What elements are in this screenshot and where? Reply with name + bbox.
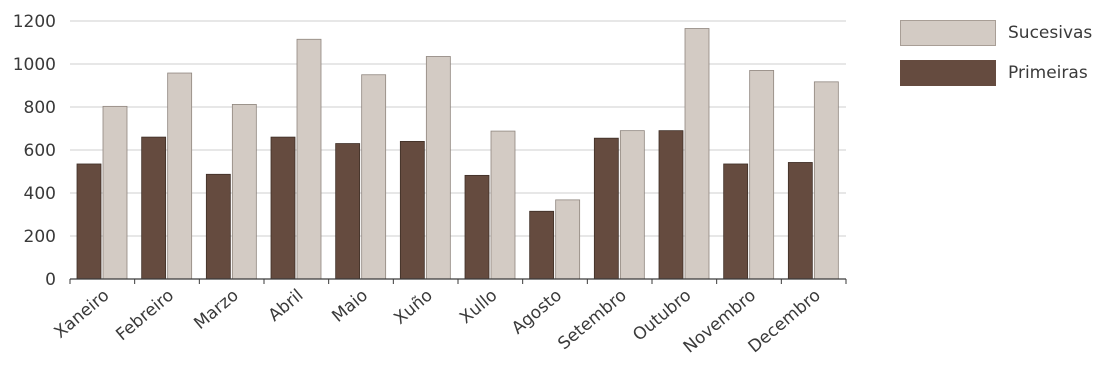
x-tick-label: Decembro [745, 286, 825, 358]
x-tick-label: Xaneiro [51, 286, 114, 343]
x-tick-label: Xuño [390, 286, 436, 329]
bar-primeiras-xaneiro [76, 163, 102, 280]
x-tick-label: Maio [328, 286, 372, 327]
bar-sucesivas-setembro [619, 130, 645, 280]
bar-sucesivas-decembro [813, 81, 839, 280]
y-tick-label: 1200 [13, 12, 56, 32]
bar-sucesivas-xullo [490, 130, 516, 280]
y-tick-label: 800 [24, 98, 56, 118]
bar-sucesivas-maio [361, 74, 387, 280]
bar-primeiras-febreiro [141, 136, 167, 280]
legend-swatch-primeiras [900, 60, 996, 86]
bar-sucesivas-xuño [425, 56, 451, 280]
bar-sucesivas-outubro [684, 28, 710, 280]
y-tick-label: 600 [24, 141, 56, 161]
legend-label-primeiras: Primeiras [1008, 63, 1088, 83]
legend-item-primeiras: Primeiras [900, 59, 1092, 87]
legend: Sucesivas Primeiras [900, 19, 1092, 99]
bar-primeiras-outubro [658, 130, 684, 280]
x-tick-label: Febreiro [112, 286, 178, 346]
bar-sucesivas-xaneiro [102, 105, 128, 280]
bar-primeiras-marzo [205, 173, 231, 280]
x-tick-label: Agosto [508, 286, 566, 339]
bar-sucesivas-marzo [231, 104, 257, 280]
bar-primeiras-novembro [723, 163, 749, 280]
bar-sucesivas-novembro [749, 70, 775, 280]
bar-primeiras-agosto [529, 210, 555, 280]
legend-label-sucesivas: Sucesivas [1008, 23, 1093, 43]
bar-sucesivas-agosto [555, 199, 581, 280]
bar-primeiras-maio [335, 143, 361, 280]
bar-primeiras-xullo [464, 174, 490, 280]
bar-primeiras-abril [270, 136, 296, 280]
bar-primeiras-setembro [593, 137, 619, 280]
legend-swatch-sucesivas [900, 20, 996, 46]
bar-primeiras-xuño [399, 140, 425, 280]
x-tick-label: Abril [265, 286, 308, 326]
y-tick-label: 1000 [13, 55, 56, 75]
y-tick-label: 0 [45, 270, 56, 290]
x-tick-label: Xullo [456, 286, 501, 328]
x-tick-label: Marzo [190, 286, 242, 334]
bar-primeiras-decembro [787, 162, 813, 280]
legend-item-sucesivas: Sucesivas [900, 19, 1092, 47]
bar-sucesivas-febreiro [167, 72, 193, 280]
x-tick-label: Setembro [554, 286, 630, 355]
y-tick-label: 200 [24, 227, 56, 247]
y-tick-label: 400 [24, 184, 56, 204]
bar-sucesivas-abril [296, 38, 322, 280]
